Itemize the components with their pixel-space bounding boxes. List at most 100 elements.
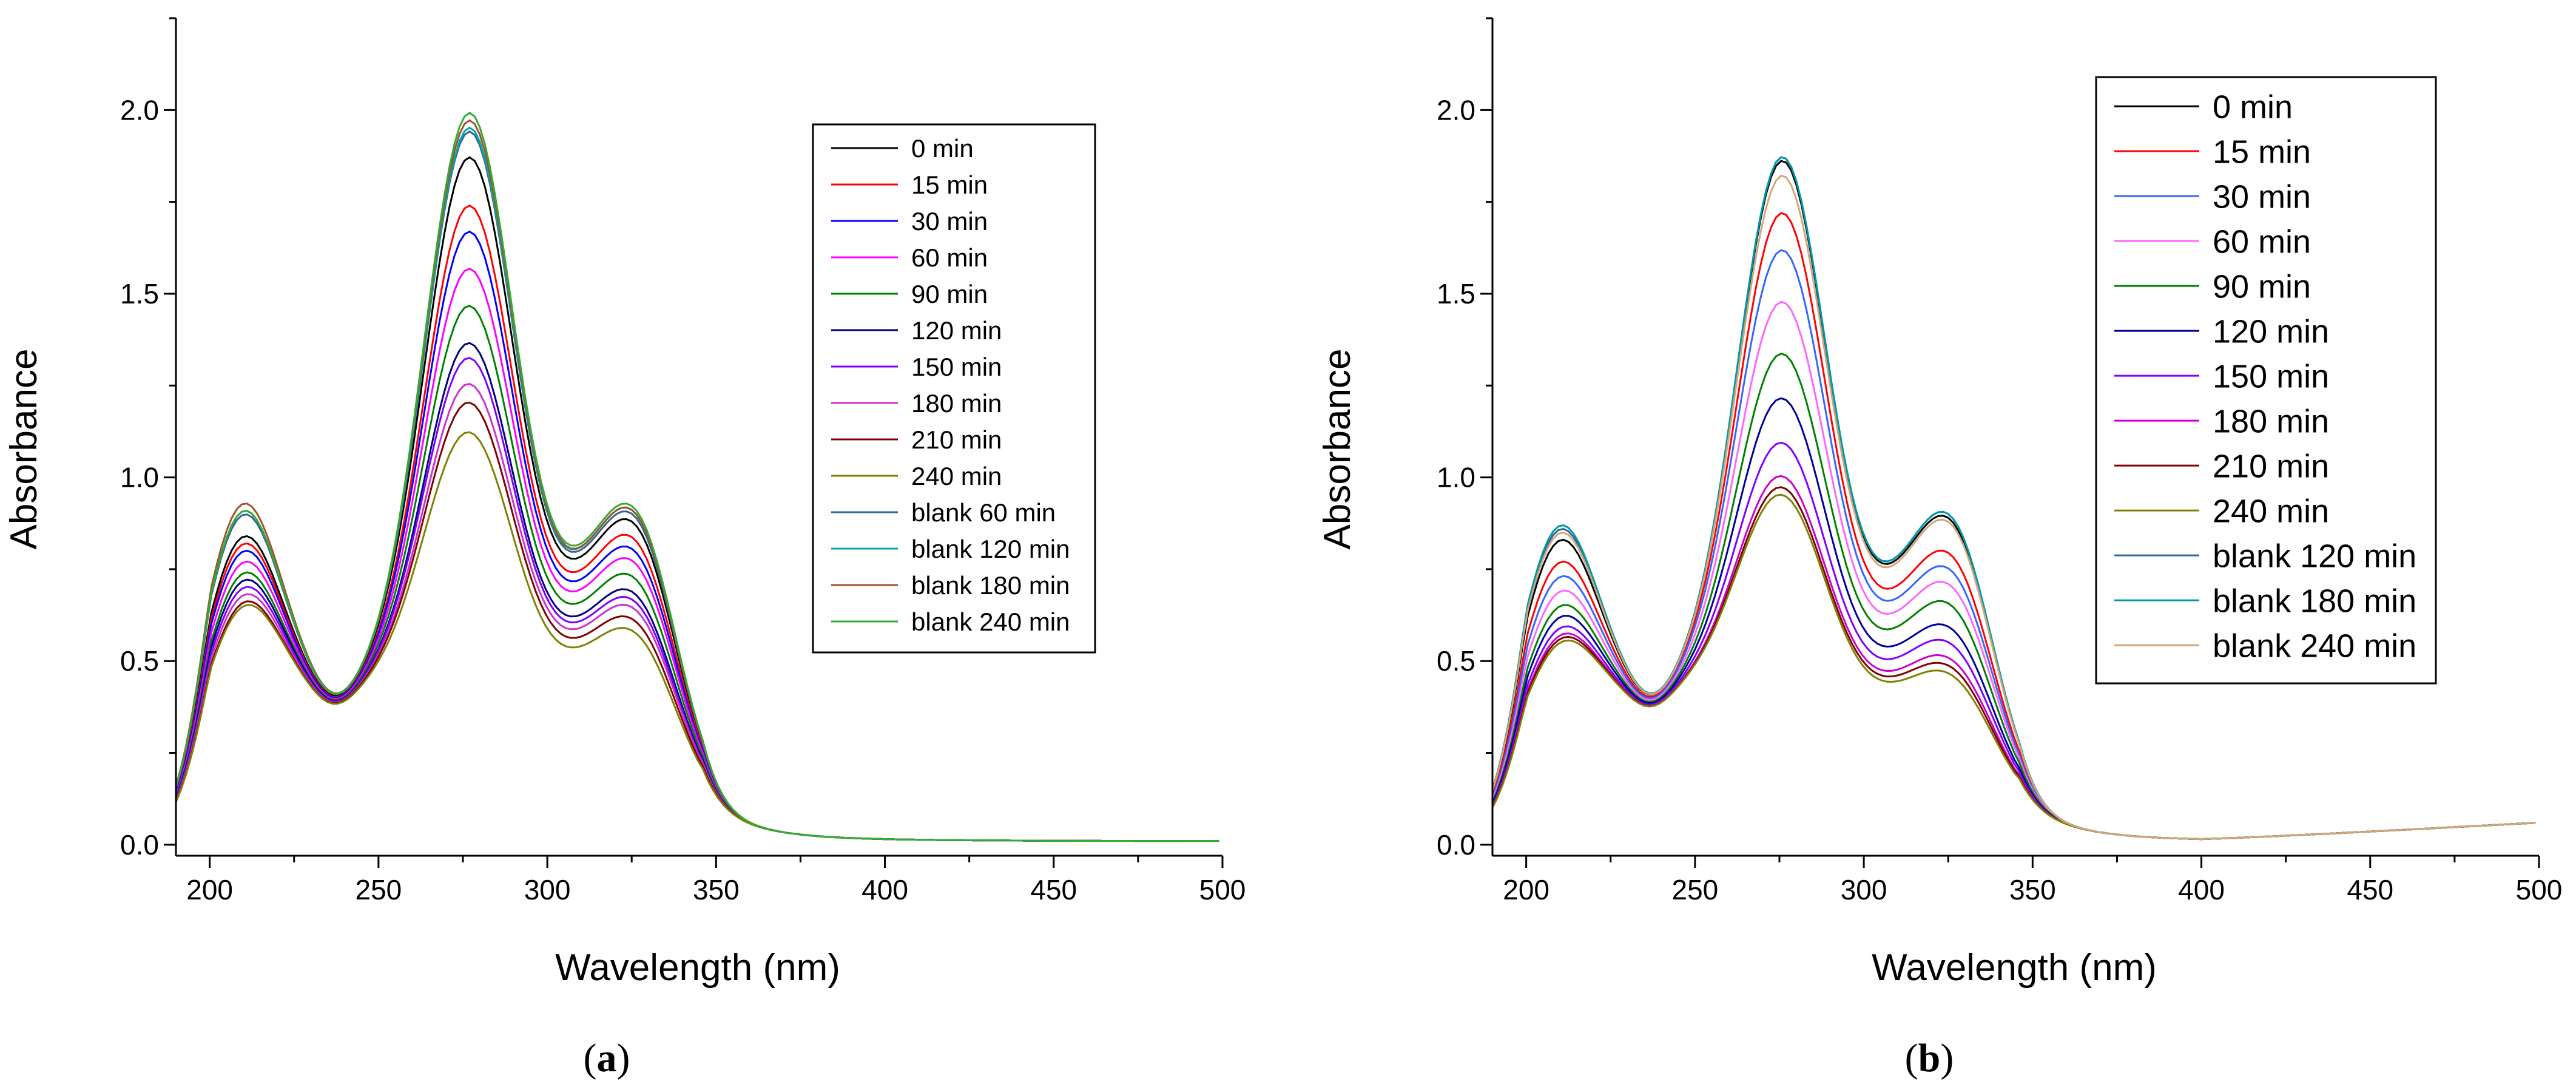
legend-label: 0 min [911,134,974,163]
panel-label-letter: a [597,1036,617,1080]
legend-label: 180 min [2213,404,2329,440]
legend-item: 240 min [831,462,1002,490]
legend-item: 180 min [831,389,1002,418]
legend-item: 60 min [2114,224,2311,260]
legend-label: 180 min [911,389,1002,418]
legend-item: 15 min [831,171,988,199]
series-line-13 [175,112,1219,842]
x-tick-label: 400 [2178,874,2225,906]
axes-b [1491,18,2539,857]
legend-label: 30 min [911,207,988,235]
legend-box [812,123,1096,654]
panel-label-open: ( [584,1036,597,1080]
legend-box [2095,76,2437,685]
legend-label: 15 min [911,171,988,199]
y-tick-label: 1.5 [1437,278,1475,310]
x-tick-label: 300 [1841,874,1887,906]
legend-label: blank 120 min [911,535,1070,563]
legend-item: 90 min [831,280,988,308]
x-tick-label: 500 [2516,874,2563,906]
x-tick-label: 450 [1030,874,1077,906]
y-axis-title: Absorbance [1317,349,1358,550]
legend-label: blank 120 min [2213,538,2416,575]
series-layer-a [175,112,1219,842]
x-tick-label: 200 [1503,874,1549,906]
ticks-a: 200 250 300 350 400 450 500 0.0 0.5 1.0 1.5 2.0 [120,17,1246,906]
y-tick-label: 1.0 [1437,462,1475,493]
legend-item: blank 60 min [831,498,1056,527]
x-tick-label: 500 [1199,874,1246,906]
legend-label: 150 min [911,353,1002,381]
legend-label: 90 min [911,280,988,308]
legend-item: 150 min [831,353,1002,381]
legend-item: 60 min [831,243,988,272]
legend-item: blank 180 min [2114,583,2416,620]
legend-label: blank 240 min [911,608,1070,636]
legend-label: blank 60 min [911,498,1056,527]
legend-item: 210 min [831,425,1002,454]
y-axis-title: Absorbance [3,349,45,550]
y-tick-label: 2.0 [120,94,159,126]
legend-label: 210 min [911,425,1002,454]
legend-label: 90 min [2213,269,2311,305]
axes-a [175,18,1222,857]
legend-label: 150 min [2213,359,2329,395]
legend-label: blank 180 min [911,571,1070,600]
legend-item: 90 min [2114,269,2311,305]
legend-label: 60 min [2213,224,2311,260]
legend-label: 210 min [2213,449,2329,485]
panel-b: 200 250 300 350 400 450 500 0.0 0.5 1.0 1.5 2.0 Wav… [1317,17,2563,1080]
legend-item: 240 min [2114,493,2329,530]
legend-item: 120 min [831,316,1002,345]
panel-label-open: ( [1905,1036,1918,1080]
legend-item: blank 120 min [831,535,1070,563]
series-line-12 [1491,174,2536,841]
series-layer-b [1491,156,2536,841]
legend-label: 15 min [2213,134,2311,171]
legend-label: 120 min [911,316,1002,345]
legend-label: blank 240 min [2213,628,2416,665]
legend-label: 120 min [2213,314,2329,350]
panel-label: (b) [1905,1036,1954,1080]
legend-item: 210 min [2114,449,2329,485]
legend-item: blank 240 min [831,608,1070,636]
x-tick-label: 300 [524,874,571,906]
y-tick-label: 1.5 [120,278,159,310]
panel-label-close: ) [617,1036,630,1080]
legend-label: blank 180 min [2213,583,2416,620]
x-tick-label: 250 [355,874,402,906]
y-tick-label: 0.5 [120,645,159,677]
x-axis-title: Wavelength (nm) [1872,947,2157,989]
x-tick-label: 250 [1671,874,1718,906]
legend-a: 0 min 15 min 30 min 60 min 90 min 120 min 150 … [812,123,1096,654]
legend-item: blank 180 min [831,571,1070,600]
panel-a: 200 250 300 350 400 450 500 0.0 0.5 1.0 1.5 2.0 Wav… [3,17,1246,1080]
x-tick-label: 350 [693,874,740,906]
legend-item: blank 240 min [2114,628,2416,665]
legend-label: 30 min [2213,179,2311,215]
x-tick-label: 350 [2009,874,2056,906]
x-tick-label: 200 [186,874,233,906]
legend-item: 180 min [2114,404,2329,440]
legend-item: 30 min [2114,179,2311,215]
legend-item: 0 min [2114,89,2293,126]
legend-label: 240 min [2213,493,2329,530]
panel-label-close: ) [1940,1036,1954,1080]
x-tick-label: 450 [2347,874,2393,906]
x-tick-label: 400 [861,874,908,906]
legend-label: 240 min [911,462,1002,490]
ticks-b: 200 250 300 350 400 450 500 0.0 0.5 1.0 1.5 2.0 [1437,17,2563,906]
panel-label: (a) [584,1036,630,1080]
panel-label-letter: b [1918,1036,1941,1080]
legend-label: 60 min [911,243,988,272]
legend-item: blank 120 min [2114,538,2416,575]
y-tick-label: 0.5 [1437,645,1475,677]
legend-item: 30 min [831,207,988,235]
legend-item: 150 min [2114,359,2329,395]
legend-b: 0 min 15 min 30 min 60 min 90 min 120 min 150 … [2095,76,2437,685]
y-tick-label: 0.0 [1437,829,1475,861]
legend-item: 15 min [2114,134,2311,171]
legend-item: 0 min [831,134,974,163]
legend-label: 0 min [2213,89,2293,126]
